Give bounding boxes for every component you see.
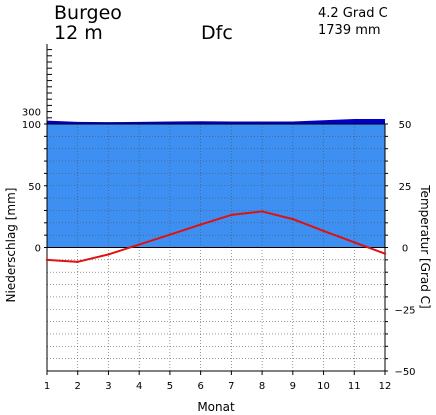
x-tick-label: 8 bbox=[259, 381, 265, 392]
temperature-point bbox=[353, 241, 356, 244]
right-tick-label: −50 bbox=[394, 367, 415, 378]
station-elevation: 12 m bbox=[54, 22, 103, 44]
x-tick-label: 1 bbox=[44, 381, 50, 392]
left-tick-label: 300 bbox=[22, 108, 41, 119]
climate-class: Dfc bbox=[201, 22, 233, 44]
x-tick-label: 6 bbox=[197, 381, 203, 392]
annual-precipitation: 1739 mm bbox=[318, 23, 381, 38]
temperature-point bbox=[230, 213, 233, 217]
left-tick-label: 100 bbox=[22, 120, 41, 131]
temperature-point bbox=[260, 210, 264, 213]
mean-temperature: 4.2 Grad C bbox=[318, 6, 388, 21]
precipitation-area bbox=[47, 119, 385, 248]
temperature-series bbox=[45, 210, 387, 264]
axes bbox=[44, 44, 388, 375]
left-tick-label: 0 bbox=[35, 244, 41, 255]
temperature-point bbox=[76, 260, 79, 264]
left-axis-label: Niederschlag [mm] bbox=[4, 188, 18, 303]
x-tick-label: 3 bbox=[105, 381, 111, 392]
x-tick-label: 4 bbox=[136, 381, 142, 392]
x-tick-label: 5 bbox=[167, 381, 173, 392]
temperature-point bbox=[383, 252, 387, 255]
temperature-point bbox=[45, 258, 49, 262]
x-tick-label: 7 bbox=[228, 381, 234, 392]
temperature-point bbox=[291, 217, 295, 221]
right-axis-label: Temperatur [Grad C] bbox=[418, 184, 432, 308]
temperature-point bbox=[137, 243, 141, 246]
x-tick-label: 10 bbox=[317, 381, 330, 392]
x-axis-label: Monat bbox=[197, 400, 235, 414]
right-tick-label: 0 bbox=[402, 244, 408, 255]
temperature-point bbox=[199, 223, 202, 226]
station-name: Burgeo bbox=[54, 2, 122, 24]
x-tick-label: 2 bbox=[75, 381, 81, 392]
x-tick-label: 9 bbox=[290, 381, 296, 392]
temperature-point bbox=[322, 229, 325, 233]
x-tick-label: 12 bbox=[379, 381, 392, 392]
right-tick-label: −25 bbox=[394, 305, 415, 316]
right-tick-label: 25 bbox=[399, 182, 412, 193]
temperature-point bbox=[107, 253, 110, 256]
temperature-point bbox=[168, 233, 172, 236]
precipitation-high-band bbox=[47, 119, 385, 124]
temperature-line bbox=[46, 210, 386, 263]
x-tick-label: 11 bbox=[348, 381, 361, 392]
left-tick-label: 50 bbox=[28, 182, 41, 193]
right-tick-label: 50 bbox=[399, 120, 412, 131]
